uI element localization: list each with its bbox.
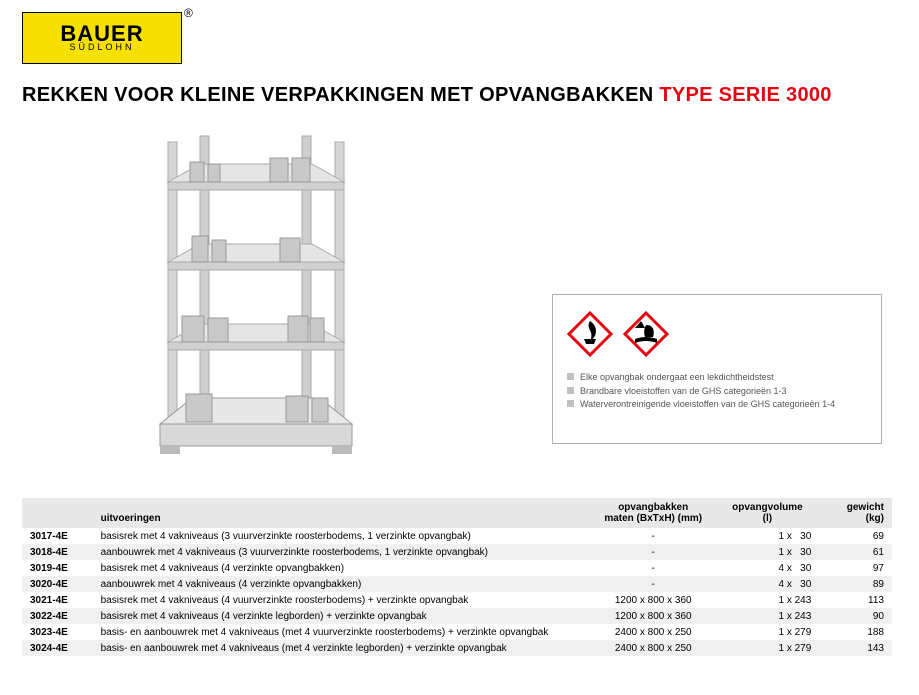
hazard-info-box: Elke opvangbak ondergaat een lekdichthei… [552,294,882,444]
th-code [22,498,93,528]
th-wt-l2: (kg) [827,513,884,524]
title-part2: TYPE SERIE 3000 [659,84,831,106]
bullet-icon [567,400,574,407]
cell-code: 3021-4E [22,592,93,608]
table-row: 3023-4Ebasis- en aanbouwrek met 4 vakniv… [22,624,892,640]
cell-dim: - [591,560,716,576]
note-text: Waterverontreinigende vloeistoffen van d… [580,398,835,412]
registered-mark: ® [184,6,193,20]
cell-vol: 1 x 30 [716,528,820,544]
page-title: REKKEN VOOR KLEINE VERPAKKINGEN MET OPVA… [22,84,832,107]
cell-vol: 4 x 30 [716,560,820,576]
environment-icon [623,311,669,357]
note-text: Brandbare vloeistoffen van de GHS catego… [580,385,786,399]
cell-desc: basisrek met 4 vakniveaus (3 vuurverzink… [93,528,591,544]
table-row: 3021-4Ebasisrek met 4 vakniveaus (4 vuur… [22,592,892,608]
cell-vol: 4 x 30 [716,576,820,592]
cell-vol: 1 x 279 [716,624,820,640]
table-row: 3019-4Ebasisrek met 4 vakniveaus (4 verz… [22,560,892,576]
cell-desc: basisrek met 4 vakniveaus (4 verzinkte o… [93,560,591,576]
th-wt: gewicht (kg) [819,498,892,528]
table-row: 3018-4Eaanbouwrek met 4 vakniveaus (3 vu… [22,544,892,560]
cell-vol: 1 x 243 [716,608,820,624]
cell-code: 3020-4E [22,576,93,592]
hazard-note: Brandbare vloeistoffen van de GHS catego… [567,385,867,399]
cell-dim: - [591,528,716,544]
brand-logo: BAUER SÜDLOHN [22,12,182,64]
th-dim-l1: opvangbakken [599,502,708,513]
cell-code: 3018-4E [22,544,93,560]
cell-dim: - [591,576,716,592]
cell-dim: 2400 x 800 x 250 [591,640,716,656]
flammable-icon [567,311,613,357]
cell-vol: 1 x 279 [716,640,820,656]
cell-desc: basis- en aanbouwrek met 4 vakniveaus (m… [93,624,591,640]
cell-code: 3023-4E [22,624,93,640]
cell-dim: 2400 x 800 x 250 [591,624,716,640]
cell-dim: - [591,544,716,560]
cell-wt: 188 [819,624,892,640]
cell-desc: basisrek met 4 vakniveaus (4 verzinkte l… [93,608,591,624]
cell-dim: 1200 x 800 x 360 [591,608,716,624]
bullet-icon [567,373,574,380]
cell-code: 3019-4E [22,560,93,576]
cell-vol: 1 x 30 [716,544,820,560]
title-part1: REKKEN VOOR KLEINE VERPAKKINGEN MET OPVA… [22,84,654,106]
hazard-icons-row [567,311,867,357]
cell-vol: 1 x 243 [716,592,820,608]
th-vol: opvangvolume (l) [716,498,820,528]
hazard-note: Elke opvangbak ondergaat een lekdichthei… [567,371,867,385]
cell-wt: 61 [819,544,892,560]
cell-desc: aanbouwrek met 4 vakniveaus (4 verzinkte… [93,576,591,592]
cell-wt: 69 [819,528,892,544]
hazard-note: Waterverontreinigende vloeistoffen van d… [567,398,867,412]
table-row: 3020-4Eaanbouwrek met 4 vakniveaus (4 ve… [22,576,892,592]
th-wt-l1: gewicht [827,502,884,513]
th-desc: uitvoeringen [93,498,591,528]
cell-wt: 90 [819,608,892,624]
cell-code: 3022-4E [22,608,93,624]
cell-wt: 97 [819,560,892,576]
cell-wt: 143 [819,640,892,656]
shelf-illustration [130,134,385,464]
table-row: 3017-4Ebasisrek met 4 vakniveaus (3 vuur… [22,528,892,544]
product-image [130,134,385,464]
spec-table: uitvoeringen opvangbakken maten (BxTxH) … [22,498,892,656]
table-body: 3017-4Ebasisrek met 4 vakniveaus (3 vuur… [22,528,892,656]
cell-desc: basis- en aanbouwrek met 4 vakniveaus (m… [93,640,591,656]
brand-sub: SÜDLOHN [69,42,134,52]
cell-desc: basisrek met 4 vakniveaus (4 vuurverzink… [93,592,591,608]
note-text: Elke opvangbak ondergaat een lekdichthei… [580,371,774,385]
th-vol-l2: (l) [724,513,812,524]
th-dim-l2: maten (BxTxH) (mm) [599,513,708,524]
th-vol-l1: opvangvolume [724,502,812,513]
cell-wt: 113 [819,592,892,608]
spec-table-wrap: uitvoeringen opvangbakken maten (BxTxH) … [22,498,892,656]
cell-wt: 89 [819,576,892,592]
cell-code: 3017-4E [22,528,93,544]
th-dim: opvangbakken maten (BxTxH) (mm) [591,498,716,528]
table-row: 3022-4Ebasisrek met 4 vakniveaus (4 verz… [22,608,892,624]
bullet-icon [567,387,574,394]
table-row: 3024-4Ebasis- en aanbouwrek met 4 vakniv… [22,640,892,656]
hazard-notes: Elke opvangbak ondergaat een lekdichthei… [567,371,867,412]
cell-desc: aanbouwrek met 4 vakniveaus (3 vuurverzi… [93,544,591,560]
cell-dim: 1200 x 800 x 360 [591,592,716,608]
cell-code: 3024-4E [22,640,93,656]
brand-name: BAUER [60,24,143,44]
table-header-row: uitvoeringen opvangbakken maten (BxTxH) … [22,498,892,528]
